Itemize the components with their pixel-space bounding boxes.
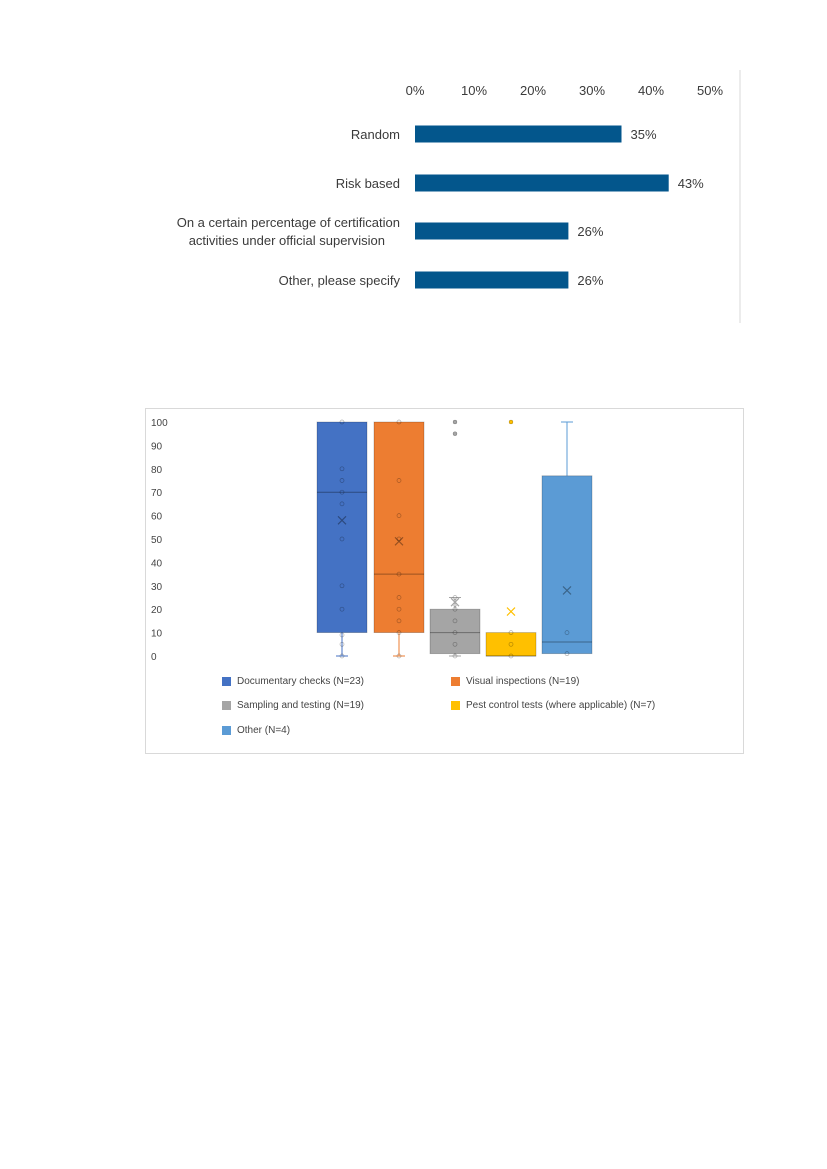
data-point (339, 632, 345, 638)
legend-label: Pest control tests (where applicable) (N… (466, 700, 656, 711)
category-label: Other, please specify (279, 273, 401, 288)
mean-marker (450, 597, 460, 607)
mean-marker (562, 586, 572, 595)
mean-marker (337, 515, 347, 525)
bar (415, 174, 669, 192)
data-point (396, 419, 402, 425)
data-point (452, 630, 458, 635)
data-point (564, 630, 570, 635)
data-point (508, 641, 514, 647)
box-body (429, 608, 481, 655)
data-point (396, 606, 402, 612)
box-4 (485, 419, 537, 659)
y-tick-label: 50 (151, 535, 163, 546)
x-tick-label: 10% (461, 83, 487, 98)
bar-chart: 0% 10% 20% 30% 40% 50% 35% Random 43% Risk based 2… (177, 70, 741, 323)
box-chart: 0 10 20 30 40 50 60 70 80 90 100 (145, 408, 744, 754)
y-tick-label: 90 (151, 441, 163, 452)
outlier-point (508, 419, 514, 425)
box-2 (373, 419, 425, 659)
data-label: 26% (577, 273, 603, 288)
data-point (452, 618, 458, 624)
data-label: 43% (678, 176, 704, 191)
box-body (541, 475, 593, 655)
category-label: On a certain percentage of certification… (177, 215, 400, 248)
outlier-point (452, 419, 458, 425)
box-3 (429, 419, 481, 659)
y-tick-label: 0 (151, 652, 157, 663)
data-point (339, 641, 345, 647)
y-tick-label: 70 (151, 488, 163, 499)
box-body (316, 421, 368, 634)
data-point (508, 630, 514, 635)
data-point (339, 478, 345, 483)
mean-marker (394, 536, 404, 546)
x-tick-label: 0% (406, 83, 425, 98)
data-point (508, 653, 514, 659)
data-point (396, 618, 402, 624)
mean-marker (506, 607, 516, 616)
legend-item-other: Other (N=4) (222, 725, 290, 736)
legend-swatch (451, 701, 460, 710)
outlier-point (452, 431, 458, 436)
bar (415, 125, 622, 143)
data-point (564, 651, 570, 657)
legend-label: Visual inspections (N=19) (466, 676, 580, 687)
legend-swatch (222, 726, 231, 735)
data-point (339, 466, 345, 472)
data-point (452, 606, 458, 612)
bar (415, 222, 569, 240)
x-tick-label: 50% (697, 83, 723, 98)
y-tick-label: 30 (151, 582, 163, 593)
x-tick-label: 40% (638, 83, 664, 98)
data-point (396, 571, 402, 577)
legend-label: Other (N=4) (237, 725, 291, 736)
data-label: 26% (577, 224, 603, 239)
data-point (396, 595, 402, 600)
y-tick-label: 40 (151, 558, 163, 569)
y-tick-label: 80 (151, 465, 163, 476)
box-1 (316, 419, 368, 659)
category-label: Random (351, 127, 400, 142)
category-label: Risk based (336, 176, 400, 191)
y-tick-label: 10 (151, 629, 163, 640)
legend-label: Sampling and testing (N=19) (237, 700, 365, 711)
box-body (373, 421, 425, 634)
data-point (339, 653, 345, 659)
legend-label: Documentary checks (N=23) (237, 676, 364, 687)
data-point (396, 513, 402, 518)
legend-swatch (222, 701, 231, 710)
x-tick-label: 30% (579, 83, 605, 98)
chart-frame (145, 408, 744, 754)
y-tick-label: 60 (151, 512, 163, 523)
box-5 (541, 421, 593, 657)
data-point (396, 478, 402, 483)
data-label: 35% (631, 127, 657, 142)
data-point (339, 419, 345, 425)
legend-item-sampling-and-testing: Sampling and testing (N=19) (222, 700, 364, 711)
y-tick-label: 20 (151, 605, 163, 616)
legend-swatch (222, 677, 231, 686)
data-point (396, 653, 402, 659)
data-point (339, 536, 345, 542)
x-tick-label: 20% (520, 83, 546, 98)
data-point (396, 630, 402, 635)
data-point (339, 606, 345, 612)
data-point (339, 501, 345, 507)
data-point (452, 641, 458, 647)
legend-swatch (451, 677, 460, 686)
data-point (339, 583, 345, 589)
y-tick-label: 100 (151, 418, 168, 429)
bar (415, 271, 569, 289)
data-point (452, 595, 458, 600)
data-point (339, 489, 345, 495)
legend-item-documentary-checks: Documentary checks (N=23) (222, 676, 364, 687)
data-point (396, 536, 402, 542)
data-point (452, 653, 458, 659)
box-body (485, 632, 537, 657)
legend-item-pest-control-tests: Pest control tests (where applicable) (N… (451, 700, 655, 711)
legend-item-visual-inspections: Visual inspections (N=19) (451, 676, 580, 687)
